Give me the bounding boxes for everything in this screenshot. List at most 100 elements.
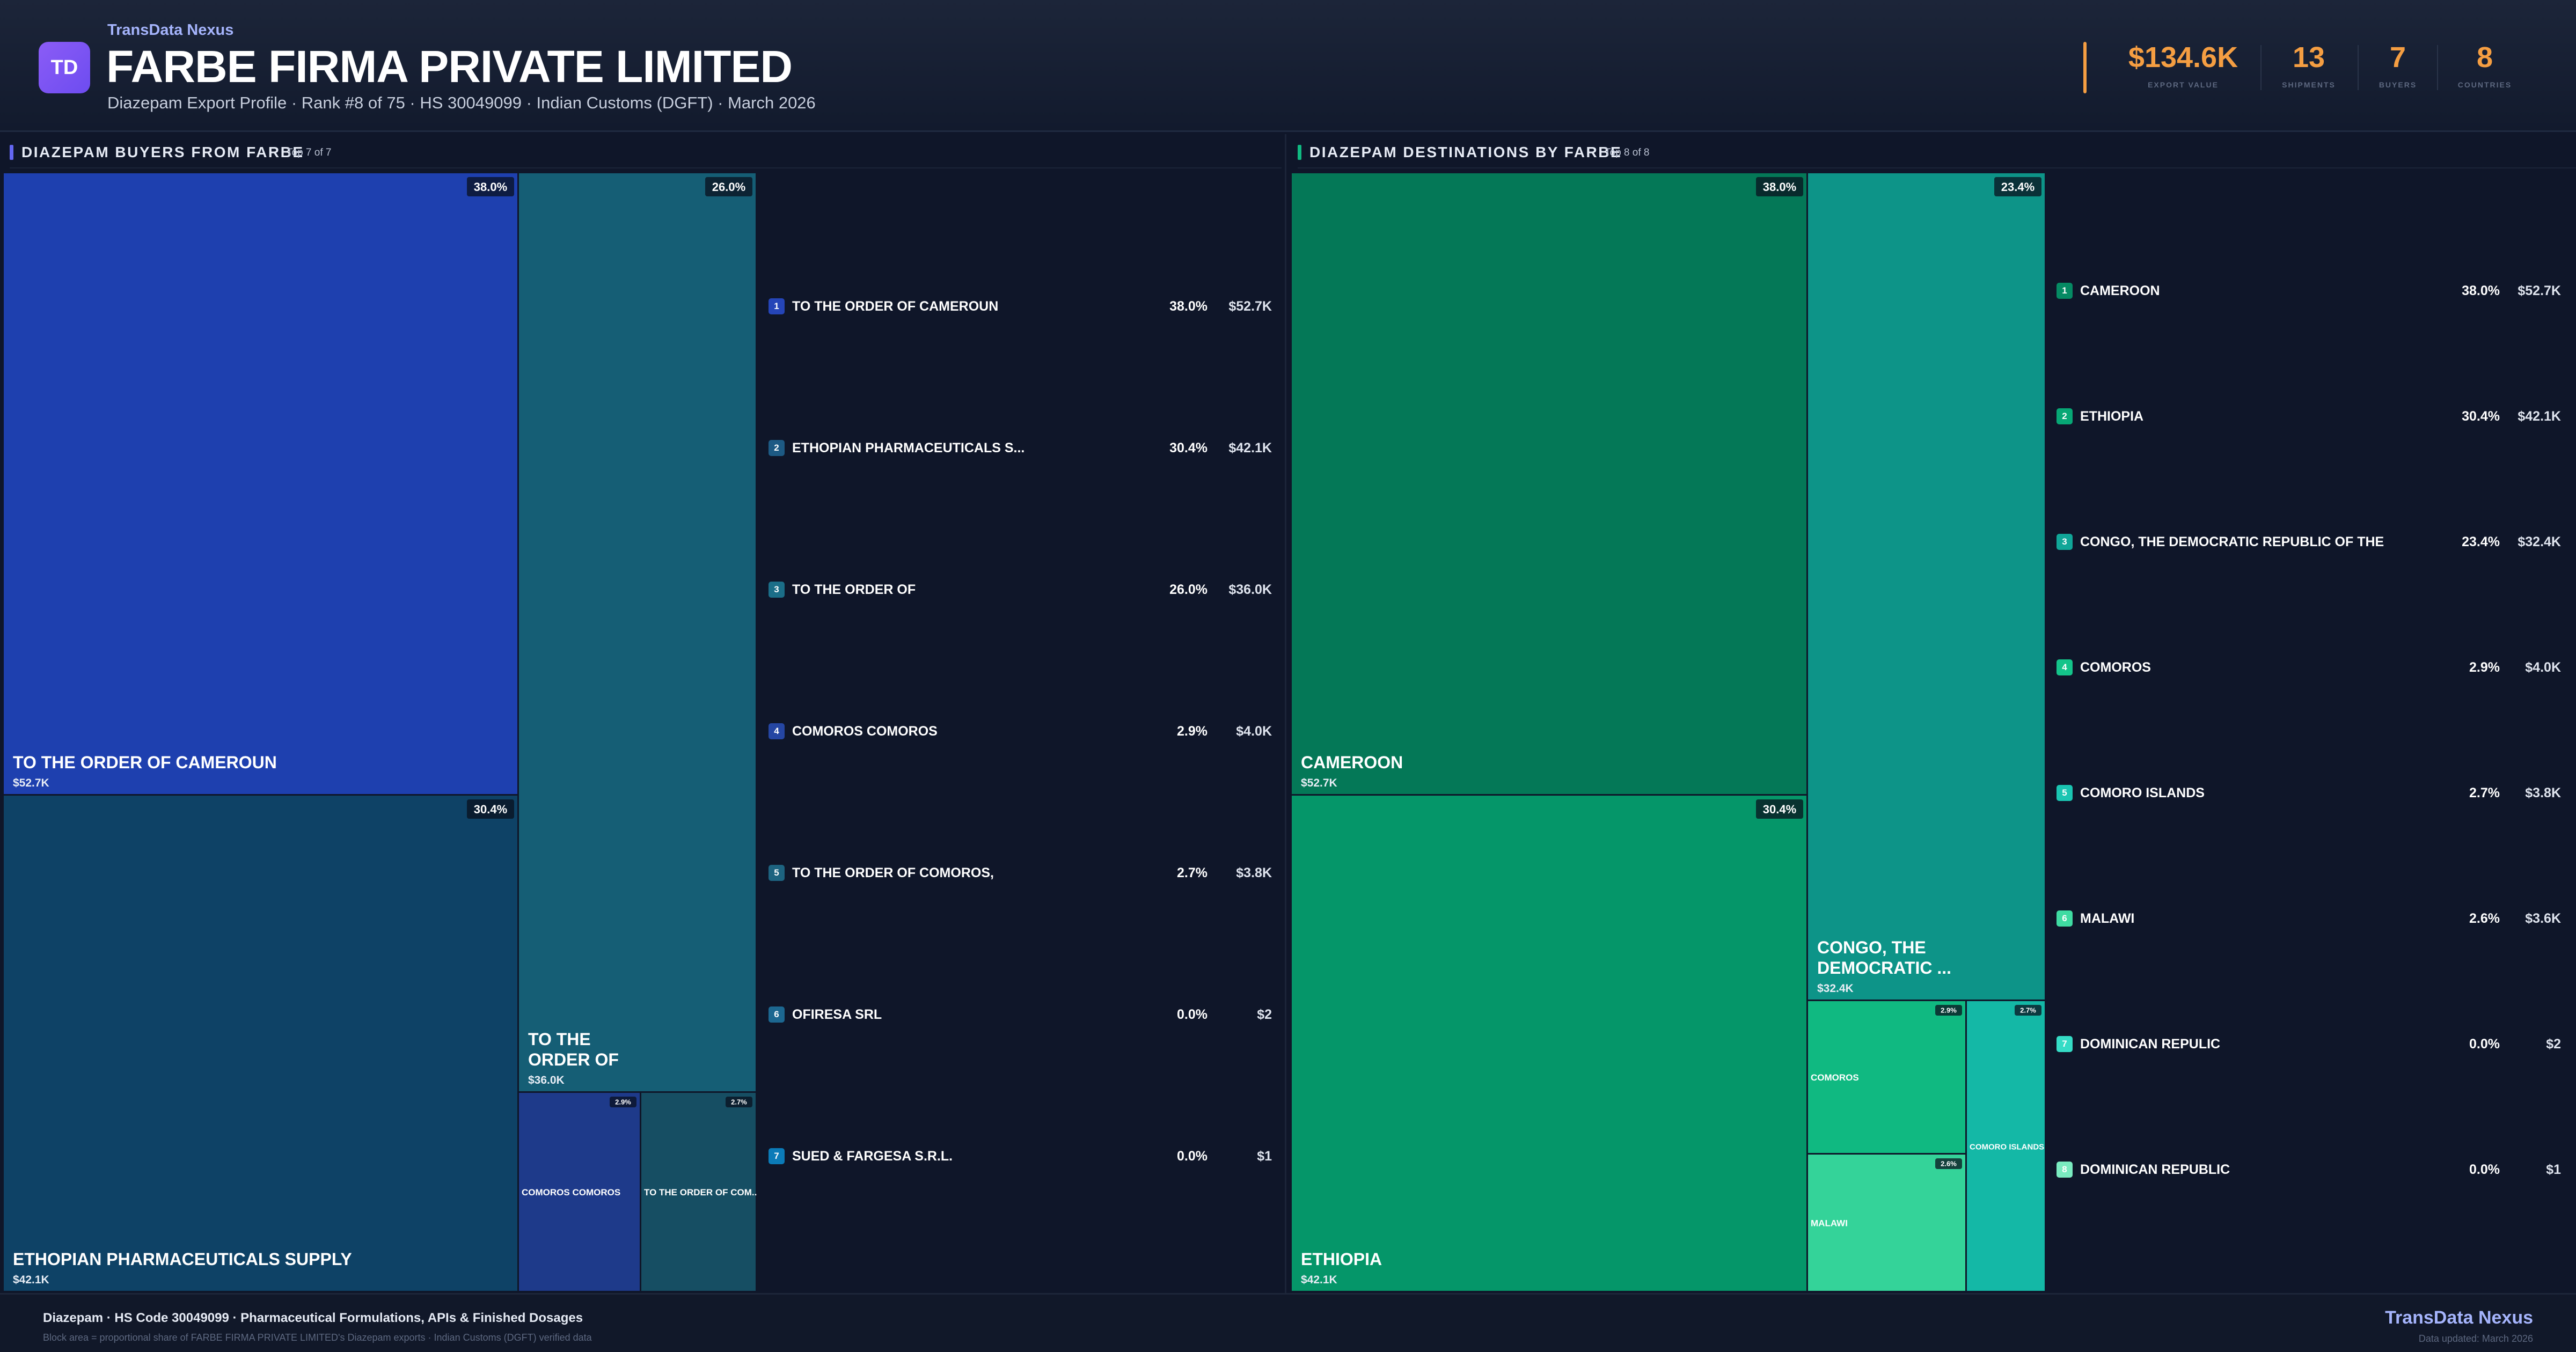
tile-rect [519, 173, 756, 1091]
tile-to-the-order-of-comoros[interactable]: 2.7% TO THE ORDER OF COM... [641, 1093, 757, 1291]
tile-rect [519, 1093, 640, 1291]
legend-item-dominican-repulic[interactable]: 7 DOMINICAN REPULIC 0.0% $2 [2057, 1033, 2561, 1055]
legend-item-comoros[interactable]: 4 COMOROS 2.9% $4.0K [2057, 657, 2561, 678]
tile-pct-badge [1935, 1158, 1962, 1169]
stat-label: BUYERS [2379, 80, 2417, 89]
tile-comoro-islands[interactable]: 2.7% COMORO ISLANDS [1967, 1001, 2045, 1291]
tile-pct-badge [2015, 1005, 2041, 1016]
tile-rect [1292, 173, 1806, 794]
legend-rank-badge: 4 [769, 723, 785, 739]
tile-label: TO THE ORDER OF CAMEROUN [13, 753, 277, 772]
legend-name: TO THE ORDER OF COMOROS, [792, 865, 994, 880]
legend-rank-badge: 7 [2057, 1036, 2073, 1052]
tile-label: ETHOPIAN PHARMACEUTICALS SUPPLY [13, 1250, 352, 1269]
page-title: FARBE FIRMA PRIVATE LIMITED [106, 41, 793, 92]
tile-label: TO THE [528, 1030, 591, 1049]
tile-pct: 26.0% [712, 180, 745, 194]
tile-rect [1808, 173, 2045, 1000]
tile-value: $52.7K [13, 777, 49, 789]
destinations-panel-tag: Top 8 of 8 [1605, 147, 1650, 158]
tile-rect [1967, 1001, 2045, 1291]
legend-name: SUED & FARGESA S.R.L. [792, 1148, 953, 1164]
tile-label: MALAWI [1811, 1218, 1848, 1229]
buyers-panel-tag: Top 7 of 7 [287, 147, 332, 158]
legend-pct: 26.0% [1169, 582, 1208, 597]
tile-label: CONGO, THE [1817, 938, 1926, 957]
legend-name: DOMINICAN REPULIC [2080, 1036, 2221, 1052]
logo-text: TD [50, 56, 78, 79]
legend-name: OFIRESA SRL [792, 1006, 882, 1022]
legend-item-comoros-comoros[interactable]: 4 COMOROS COMOROS 2.9% $4.0K [769, 721, 1272, 742]
legend-item-sued-fargesa-s-r-l[interactable]: 7 SUED & FARGESA S.R.L. 0.0% $1 [769, 1145, 1272, 1167]
stat-export-value: $134.6K EXPORT VALUE [2120, 41, 2246, 89]
tile-cameroon[interactable]: 38.0% CAMEROON $52.7K [1292, 173, 1806, 794]
tile-rect [1808, 1155, 1965, 1291]
legend-value: $32.4K [2518, 534, 2561, 549]
legend-item-congo-the-democratic-republic-of-the[interactable]: 3 CONGO, THE DEMOCRATIC REPUBLIC OF THE 23… [2057, 531, 2561, 553]
tile-comoros[interactable]: 2.9% COMOROS [1808, 1001, 1965, 1153]
legend-pct: 2.6% [2469, 910, 2500, 926]
legend-value: $4.0K [1236, 723, 1272, 739]
legend-item-dominican-republic[interactable]: 8 DOMINICAN REPUBLIC 0.0% $1 [2057, 1159, 2561, 1180]
legend-pct: 0.0% [2469, 1162, 2500, 1177]
tile-label: COMOROS [1811, 1072, 1859, 1083]
stat-value: 13 [2292, 41, 2325, 74]
footer-description: Diazepam · HS Code 30049099 · Pharmaceut… [43, 1311, 583, 1325]
stat-value: 7 [2389, 41, 2406, 74]
legend-name: CONGO, THE DEMOCRATIC REPUBLIC OF THE [2080, 534, 2384, 549]
panel-accent [1298, 145, 1301, 160]
legend-pct: 2.9% [2469, 659, 2500, 675]
legend-item-malawi[interactable]: 6 MALAWI 2.6% $3.6K [2057, 908, 2561, 929]
stat-value: $134.6K [2128, 41, 2238, 74]
legend-value: $3.6K [2525, 910, 2561, 926]
footer-note: Block area = proportional share of FARBE… [43, 1332, 592, 1343]
stat-divider [2260, 45, 2262, 90]
tile-label: DEMOCRATIC ... [1817, 958, 1951, 978]
tile-malawi[interactable]: 2.6% MALAWI [1808, 1155, 1965, 1291]
legend-item-to-the-order-of[interactable]: 3 TO THE ORDER OF 26.0% $36.0K [769, 579, 1272, 600]
tile-value: $42.1K [13, 1274, 49, 1286]
legend-item-comoro-islands[interactable]: 5 COMORO ISLANDS 2.7% $3.8K [2057, 782, 2561, 804]
tile-pct-badge [467, 177, 514, 196]
stat-buyers: 7 BUYERS [2366, 41, 2430, 89]
legend-value: $36.0K [1228, 582, 1272, 597]
stat-countries: 8 COUNTRIES [2447, 41, 2522, 89]
destinations-treemap: 38.0% CAMEROON $52.7K 30.4% ETHIOPIA $42.1K 23… [1292, 173, 2045, 1291]
legend-rank-badge: 6 [2057, 910, 2073, 927]
legend-name: DOMINICAN REPUBLIC [2080, 1162, 2230, 1177]
legend-pct: 0.0% [2469, 1036, 2500, 1052]
legend-item-cameroon[interactable]: 1 CAMEROON 38.0% $52.7K [2057, 280, 2561, 302]
tile-pct: 30.4% [1763, 803, 1796, 816]
tile-label: CAMEROON [1301, 753, 1403, 772]
tile-ethiopia[interactable]: 30.4% ETHIOPIA $42.1K [1292, 796, 1806, 1291]
legend-item-to-the-order-of-cameroun[interactable]: 1 TO THE ORDER OF CAMEROUN 38.0% $52.7K [769, 296, 1272, 317]
stat-label: COUNTRIES [2457, 80, 2512, 89]
tile-value: $32.4K [1817, 982, 1854, 995]
legend-pct: 2.7% [1177, 865, 1208, 880]
legend-value: $1 [1257, 1148, 1272, 1164]
legend-item-to-the-order-of-comoros[interactable]: 5 TO THE ORDER OF COMOROS, 2.7% $3.8K [769, 862, 1272, 884]
tile-rect [4, 173, 517, 794]
tile-pct: 30.4% [474, 803, 507, 816]
tile-pct: 2.7% [2020, 1006, 2036, 1014]
tile-comoros-comoros[interactable]: 2.9% COMOROS COMOROS [519, 1093, 640, 1291]
legend-item-ofiresa-srl[interactable]: 6 OFIRESA SRL 0.0% $2 [769, 1004, 1272, 1025]
legend-item-ethopian-pharmaceuticals-s[interactable]: 2 ETHOPIAN PHARMACEUTICALS S... 30.4% $42.1… [769, 437, 1272, 459]
legend-rank-badge: 6 [769, 1006, 785, 1023]
tile-pct-badge [467, 799, 514, 819]
panel-divider [1285, 134, 1286, 1293]
tile-ethopian-pharmaceuticals-s[interactable]: 30.4% ETHOPIAN PHARMACEUTICALS SUPPLY $42.… [4, 796, 517, 1291]
legend-item-ethiopia[interactable]: 2 ETHIOPIA 30.4% $42.1K [2057, 406, 2561, 427]
tile-pct: 2.7% [731, 1098, 747, 1106]
page-header: TD TransData Nexus FARBE FIRMA PRIVATE L… [0, 0, 2576, 132]
legend-value: $3.8K [1236, 865, 1272, 880]
legend-rank-badge: 5 [2057, 785, 2073, 801]
tile-to-the-order-of-cameroun[interactable]: 38.0% TO THE ORDER OF CAMEROUN $52.7K [4, 173, 517, 794]
legend-pct: 30.4% [1169, 440, 1208, 455]
tile-label: TO THE ORDER OF COM... [644, 1187, 757, 1197]
tile-value: $36.0K [528, 1074, 565, 1086]
legend-rank-badge: 2 [2057, 408, 2073, 424]
footer-updated: Data updated: March 2026 [2418, 1333, 2533, 1344]
